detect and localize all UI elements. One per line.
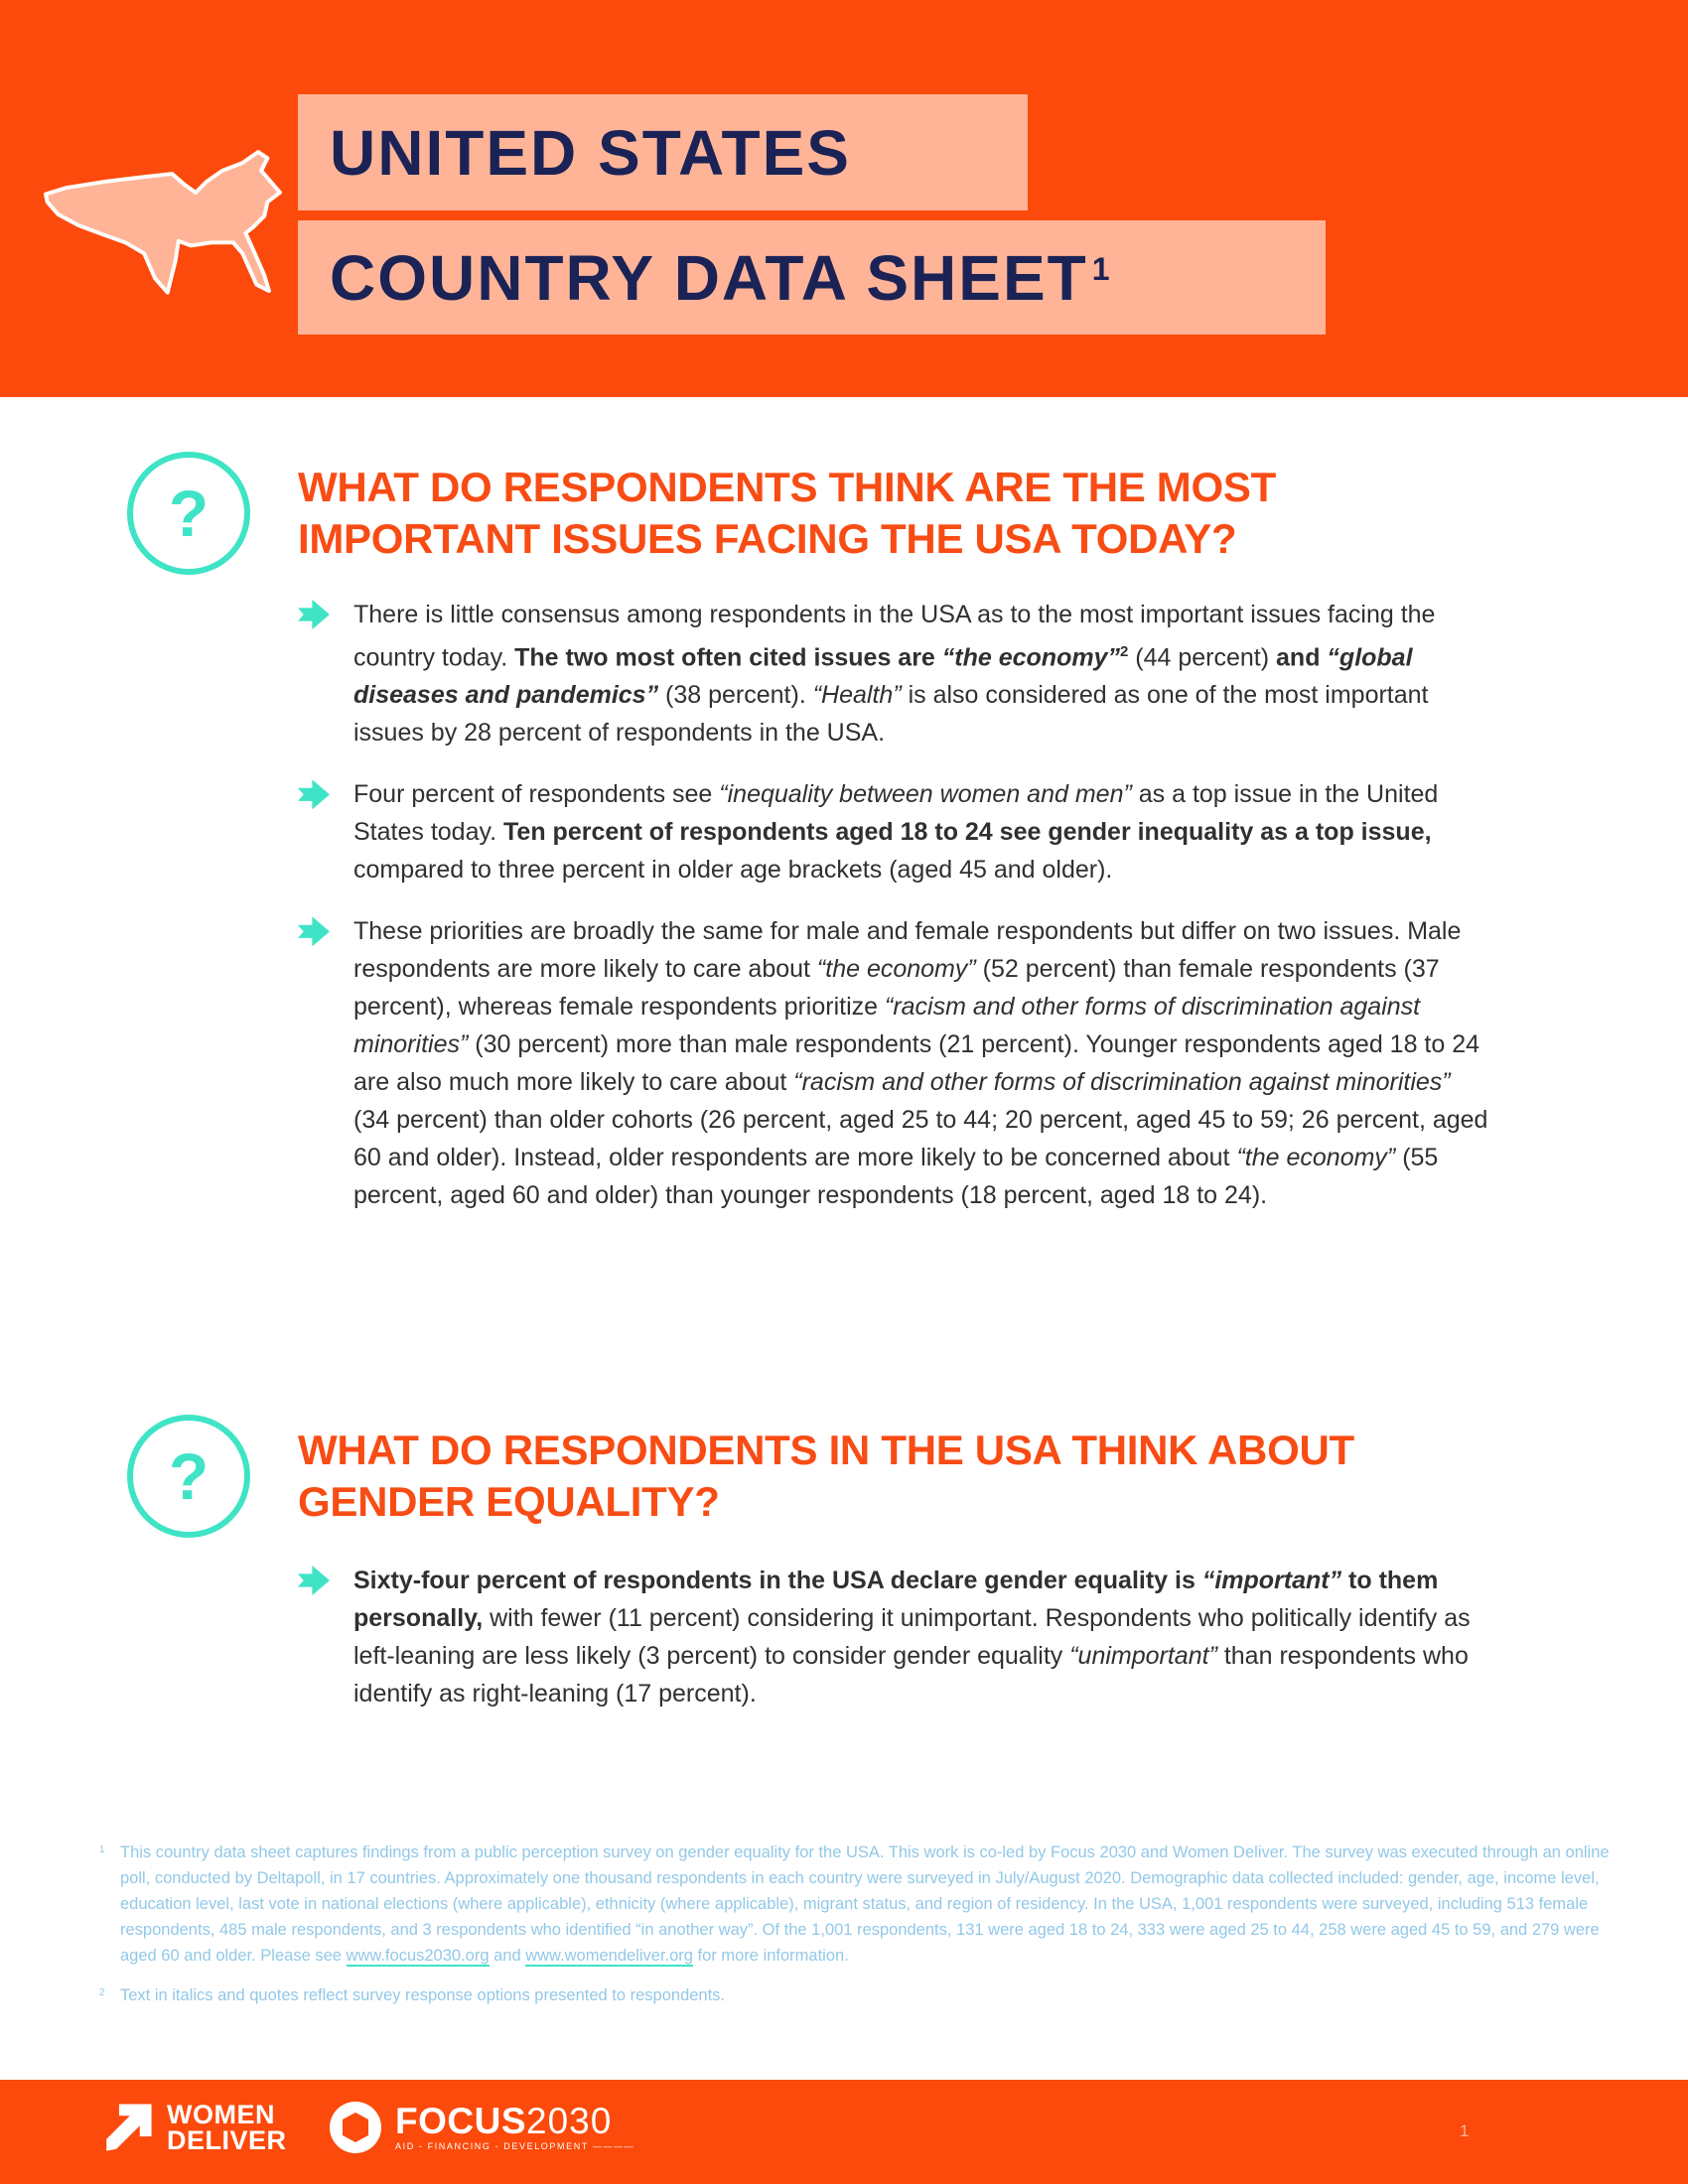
- page-number: 1: [1460, 2121, 1470, 2140]
- women-deliver-line1: WOMEN: [167, 2100, 275, 2129]
- arrow-bullet-icon: [298, 779, 330, 810]
- question-mark-icon: ?: [127, 452, 250, 575]
- footnote-2: 2 Text in italics and quotes reflect sur…: [99, 1982, 1628, 2008]
- footnote-number: 2: [99, 1987, 105, 1998]
- section-heading: WHAT DO RESPONDENTS IN THE USA THINK ABO…: [298, 1427, 1354, 1525]
- title-line-1-text: UNITED STATES: [330, 116, 851, 189]
- bullet-list: Sixty-four percent of respondents in the…: [298, 1562, 1489, 1712]
- focus2030-circle-icon: [330, 2102, 381, 2153]
- footnotes: 1 This country data sheet captures findi…: [99, 1840, 1628, 2008]
- question-mark-glyph: ?: [168, 1439, 210, 1513]
- footnote-link[interactable]: www.womendeliver.org: [525, 1947, 693, 1967]
- arrow-bullet-icon: [298, 1566, 330, 1595]
- title-line-2: COUNTRY DATA SHEET 1: [298, 220, 1326, 335]
- bullet-list: There is little consensus among responde…: [298, 596, 1489, 1214]
- women-deliver-wordmark: WOMEN DELIVER: [167, 2100, 287, 2155]
- focus2030-wordmark: FOCUS2030 AID - FINANCING - DEVELOPMENT …: [395, 2101, 635, 2151]
- bullet-item: There is little consensus among responde…: [298, 596, 1489, 751]
- footnote-text: Text in italics and quotes reflect surve…: [120, 1986, 726, 2004]
- bullet-text: Sixty-four percent of respondents in the…: [353, 1567, 1471, 1707]
- footnote-1: 1 This country data sheet captures findi…: [99, 1840, 1628, 1969]
- focus2030-year: 2030: [526, 2101, 613, 2141]
- footer-banner: WOMEN DELIVER FOCUS2030 AID - FINANCING …: [0, 2080, 1688, 2184]
- footnote-link[interactable]: www.focus2030.org: [346, 1947, 490, 1967]
- arrow-bullet-icon: [298, 916, 330, 947]
- footnote-text: This country data sheet captures finding…: [120, 1843, 1610, 1967]
- question-mark-icon: ?: [127, 1415, 250, 1538]
- bullet-item: Four percent of respondents see “inequal…: [298, 775, 1489, 888]
- section-heading: WHAT DO RESPONDENTS THINK ARE THE MOST I…: [298, 464, 1276, 562]
- usa-map-icon: [44, 150, 282, 295]
- women-deliver-line2: DELIVER: [167, 2125, 287, 2155]
- header-banner: UNITED STATES COUNTRY DATA SHEET 1: [0, 0, 1688, 397]
- title-line-2-text: COUNTRY DATA SHEET: [330, 241, 1088, 314]
- women-deliver-logo: WOMEN DELIVER: [99, 2097, 287, 2158]
- arrow-bullet-icon: [298, 600, 330, 629]
- question-mark-glyph: ?: [168, 477, 210, 550]
- bullet-text: These priorities are broadly the same fo…: [353, 917, 1488, 1210]
- focus2030-name-bold: FOCUS: [395, 2101, 526, 2141]
- title-footnote-marker: 1: [1091, 251, 1112, 287]
- bullet-item: Sixty-four percent of respondents in the…: [298, 1562, 1489, 1712]
- footnote-number: 1: [99, 1844, 105, 1855]
- bullet-item: These priorities are broadly the same fo…: [298, 912, 1489, 1214]
- focus2030-name: FOCUS2030: [395, 2101, 634, 2141]
- title-line-1: UNITED STATES: [298, 94, 1028, 210]
- focus2030-tagline: AID - FINANCING - DEVELOPMENT ————: [395, 2141, 635, 2151]
- women-deliver-arrow-icon: [106, 2104, 152, 2151]
- bullet-text: There is little consensus among responde…: [353, 601, 1436, 748]
- bullet-text: Four percent of respondents see “inequal…: [353, 780, 1439, 885]
- focus2030-logo: FOCUS2030 AID - FINANCING - DEVELOPMENT …: [328, 2100, 634, 2155]
